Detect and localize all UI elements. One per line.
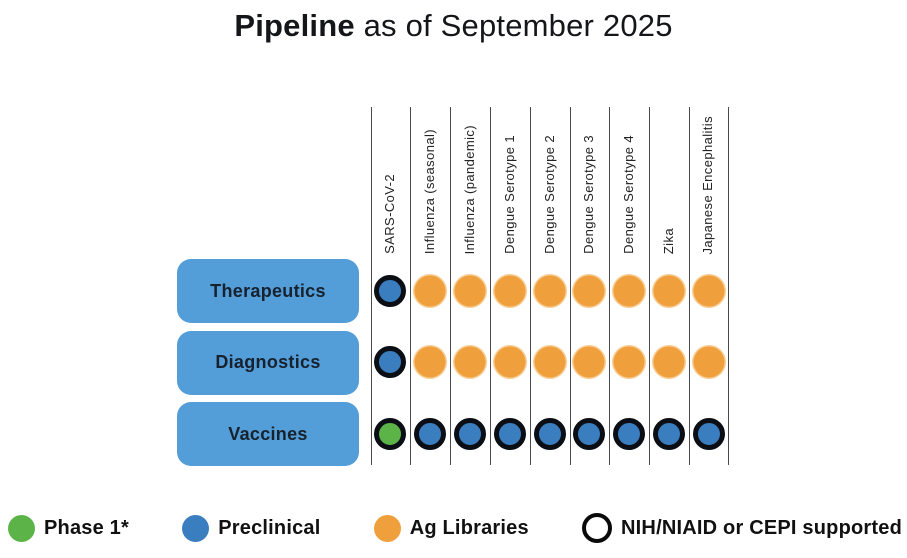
column-label-dengue-serotype-3: Dengue Serotype 3 <box>581 135 597 254</box>
ag-libraries-dot <box>573 275 605 307</box>
supported-preclinical-dot <box>454 417 486 450</box>
legend-phase1-swatch-icon <box>8 514 35 542</box>
column-influenza-seasonal: Influenza (seasonal) <box>410 107 450 465</box>
column-header: Dengue Serotype 1 <box>491 107 530 254</box>
ag-libraries-dot <box>613 275 645 307</box>
column-label-influenza-seasonal: Influenza (seasonal) <box>422 128 438 254</box>
ag-libraries-dot <box>653 346 685 378</box>
supported-preclinical-dot <box>613 417 646 450</box>
supported-preclinical-dot <box>414 417 447 450</box>
legend-label-preclinical: Preclinical <box>218 516 321 539</box>
column-header: Influenza (pandemic) <box>451 107 490 254</box>
column-header: Japanese Encephalitis <box>690 107 728 255</box>
ag-libraries-dot <box>693 346 725 378</box>
column-sars-cov-2: SARS-CoV-2 <box>370 107 411 465</box>
supported-preclinical-dot <box>573 417 606 450</box>
column-label-zika: Zika <box>660 227 676 254</box>
row-label-vaccines: Vaccines <box>177 402 359 466</box>
column-label-dengue-serotype-2: Dengue Serotype 2 <box>541 135 557 254</box>
column-header: Dengue Serotype 2 <box>531 107 570 254</box>
column-label-dengue-serotype-1: Dengue Serotype 1 <box>501 135 517 254</box>
column-header: SARS-CoV-2 <box>372 107 411 254</box>
column-label-dengue-serotype-4: Dengue Serotype 4 <box>621 135 637 254</box>
column-influenza-pandemic: Influenza (pandemic) <box>450 107 490 465</box>
column-japanese-encephalitis: Japanese Encephalitis <box>688 107 729 465</box>
column-header: Zika <box>650 107 689 254</box>
supported-preclinical-dot <box>653 417 685 450</box>
ag-libraries-dot <box>693 275 725 307</box>
supported-preclinical-dot <box>533 417 566 450</box>
column-zika: Zika <box>649 107 689 465</box>
supported-preclinical-dot <box>374 275 407 307</box>
supported-preclinical-dot <box>374 346 407 378</box>
column-dengue-serotype-3: Dengue Serotype 3 <box>569 107 610 465</box>
page-title: Pipeline as of September 2025 <box>0 8 907 44</box>
ag-libraries-dot <box>653 275 685 307</box>
ag-libraries-dot <box>613 346 645 378</box>
legend-label-phase-1: Phase 1* <box>44 516 129 539</box>
legend-supported-swatch-icon <box>582 513 613 543</box>
legend-item-nih-niaid-or-cepi-supported: NIH/NIAID or CEPI supported <box>582 513 902 543</box>
ag-libraries-dot <box>573 346 605 378</box>
supported-preclinical-dot <box>493 417 526 450</box>
legend-preclinical-swatch-icon <box>182 514 210 542</box>
column-header: Influenza (seasonal) <box>411 107 450 254</box>
row-label-therapeutics: Therapeutics <box>177 259 359 323</box>
ag-libraries-dot <box>454 275 486 307</box>
legend-item-ag-libraries: Ag Libraries <box>373 514 529 542</box>
legend-ag-libraries-swatch-icon <box>373 514 401 542</box>
legend-item-phase-1: Phase 1* <box>8 514 129 542</box>
ag-libraries-dot <box>414 346 446 378</box>
legend-item-preclinical: Preclinical <box>182 514 321 542</box>
supported-phase1-dot <box>374 417 407 450</box>
row-label-diagnostics: Diagnostics <box>177 330 359 395</box>
ag-libraries-dot <box>534 275 566 307</box>
legend-label-ag-libraries: Ag Libraries <box>409 516 529 539</box>
column-header: Dengue Serotype 3 <box>571 107 610 254</box>
ag-libraries-dot <box>534 346 566 378</box>
title-bold-word: Pipeline <box>234 8 355 43</box>
ag-libraries-dot <box>454 346 486 378</box>
column-header: Dengue Serotype 4 <box>610 107 649 254</box>
ag-libraries-dot <box>494 346 526 378</box>
column-label-influenza-pandemic: Influenza (pandemic) <box>461 124 477 254</box>
supported-preclinical-dot <box>692 417 725 450</box>
column-label-sars-cov-2: SARS-CoV-2 <box>382 174 398 254</box>
column-label-japanese-encephalitis: Japanese Encephalitis <box>700 115 716 255</box>
column-dengue-serotype-1: Dengue Serotype 1 <box>489 107 530 465</box>
legend: Phase 1* Preclinical Ag Libraries NIH/NIAID… <box>8 508 902 548</box>
title-rest: as of September 2025 <box>354 8 673 43</box>
ag-libraries-dot <box>414 275 446 307</box>
column-dengue-serotype-2: Dengue Serotype 2 <box>529 107 570 465</box>
column-dengue-serotype-4: Dengue Serotype 4 <box>609 107 649 465</box>
legend-label-nih-niaid-or-cepi-supported: NIH/NIAID or CEPI supported <box>621 516 902 539</box>
ag-libraries-dot <box>494 275 526 307</box>
